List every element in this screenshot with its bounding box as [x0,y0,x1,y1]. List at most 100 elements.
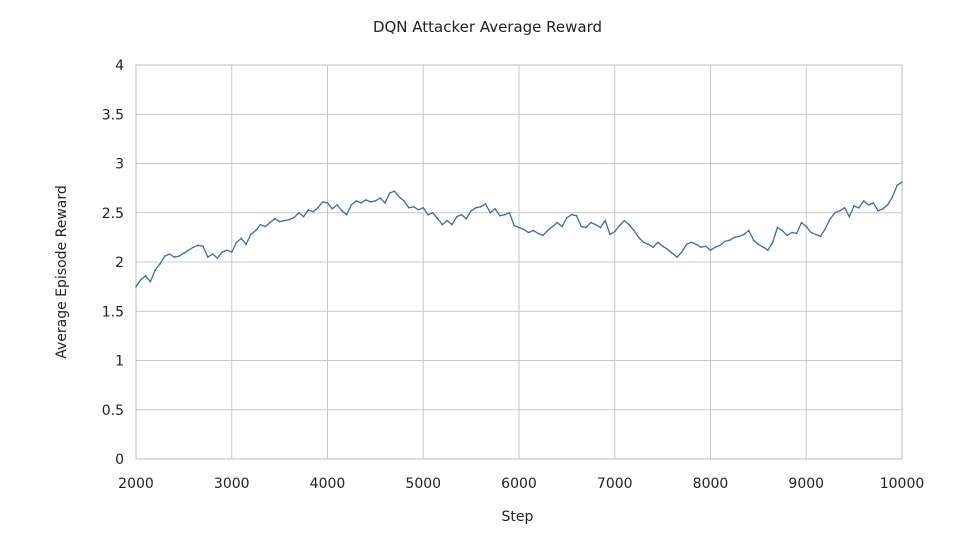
data-point [422,207,425,209]
data-point [149,280,152,283]
data-point [297,211,300,214]
data-point [168,253,171,255]
data-point [312,210,314,213]
data-point [211,253,214,255]
data-point [187,249,190,251]
data-point [293,216,295,219]
data-point [724,240,726,243]
data-point [575,214,578,217]
data-point [546,229,549,232]
data-point [886,204,889,206]
data-point [609,233,611,236]
data-point [570,213,573,216]
data-point [642,241,645,244]
data-point [221,251,223,253]
data-point [791,231,793,234]
data-point [355,200,358,202]
data-point [561,225,563,228]
plot-frame [135,64,903,460]
data-point [590,221,592,224]
data-point [767,249,769,251]
data-point [752,239,755,242]
data-point [503,213,506,216]
data-point [580,225,583,228]
data-point [245,243,247,246]
data-point [350,204,353,206]
data-point [269,221,271,224]
data-point [743,233,745,236]
data-point [441,223,444,226]
data-point [652,246,654,249]
data-point [585,226,587,229]
data-point [594,223,597,226]
data-point [757,243,760,246]
data-point [197,244,200,247]
data-point [436,217,439,220]
data-point [235,241,238,244]
data-point [202,245,204,248]
data-point [676,256,678,258]
data-point [853,205,855,207]
data-point [695,243,697,246]
data-point [858,207,860,209]
data-point [183,252,185,254]
data-point [824,227,827,230]
data-point [427,213,429,216]
data-point [144,274,147,277]
data-point [733,236,736,239]
grid-lines [135,64,903,460]
x-tick-label: 10000 [880,476,925,492]
data-point [633,229,635,232]
data-point [254,229,257,232]
data-point [781,229,784,232]
data-point [135,285,137,288]
data-point [374,200,377,202]
y-ticks: 0 0.5 1 1.5 2 2.5 3 3.5 4 [102,58,124,468]
data-point [360,202,362,204]
data-point [714,246,717,249]
data-point [704,245,707,248]
data-point [738,235,741,238]
data-point [432,211,434,214]
y-tick-label: 0 [115,452,124,468]
data-point [412,206,415,208]
data-point [455,215,458,218]
data-point [494,208,496,210]
y-tick-label: 2.5 [102,206,124,222]
data-point [489,211,492,214]
data-point [341,209,343,212]
data-point [637,236,640,239]
data-point [819,235,822,238]
chart-title: DQN Attacker Average Reward [372,18,603,36]
data-point [771,241,774,244]
data-point [479,206,482,208]
data-point [384,202,386,204]
data-point [834,211,836,214]
data-point [163,255,166,257]
data-point [666,248,669,250]
data-point [690,241,693,244]
data-point [250,233,252,236]
data-point [613,230,616,233]
y-tick-label: 2 [115,255,124,271]
data-point [159,263,161,265]
y-tick-label: 1.5 [102,304,124,320]
data-point [901,181,903,184]
data-point [393,190,396,192]
data-point [484,203,487,205]
data-point [417,208,420,211]
data-point [537,232,539,235]
data-point [566,216,568,219]
data-point [551,225,554,228]
data-point [532,229,535,232]
data-point [207,256,209,258]
data-point [527,231,530,234]
data-point [465,217,468,220]
data-point [192,246,195,249]
data-point [805,225,808,228]
data-point [623,219,626,222]
data-point [470,209,472,212]
data-point [154,269,156,271]
data-point [542,234,544,237]
y-tick-label: 4 [115,58,124,74]
